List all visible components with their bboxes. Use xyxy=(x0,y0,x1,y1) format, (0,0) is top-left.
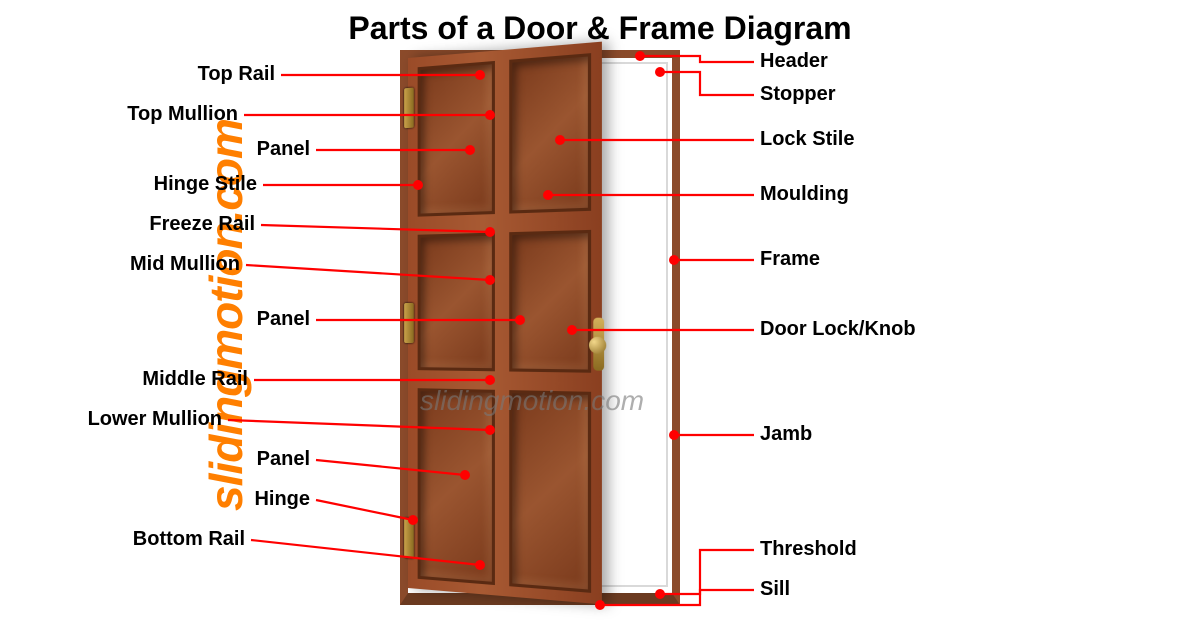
callout-label-door-lock: Door Lock/Knob xyxy=(760,318,916,341)
callout-label-threshold: Threshold xyxy=(760,538,857,561)
door-panel xyxy=(509,390,591,592)
callout-label-stopper: Stopper xyxy=(760,83,836,106)
callout-label-panel-3: Panel xyxy=(257,448,310,471)
callout-label-frame: Frame xyxy=(760,248,820,271)
door-slab xyxy=(408,42,602,605)
door-panel xyxy=(418,233,495,372)
callout-label-lock-stile: Lock Stile xyxy=(760,128,854,151)
door-panel xyxy=(418,389,495,585)
callout-label-top-rail: Top Rail xyxy=(198,63,275,86)
hinge-top xyxy=(404,88,414,129)
door-stage xyxy=(400,50,680,620)
callout-label-panel-2: Panel xyxy=(257,308,310,331)
door-panel xyxy=(509,53,591,213)
hinge-mid xyxy=(404,303,414,343)
callout-label-moulding: Moulding xyxy=(760,183,849,206)
door-knob xyxy=(591,318,608,371)
callout-label-header: Header xyxy=(760,50,828,73)
door-panel xyxy=(418,61,495,217)
callout-label-bottom-rail: Bottom Rail xyxy=(133,528,245,551)
door-panel xyxy=(509,230,591,373)
callout-label-jamb: Jamb xyxy=(760,423,812,446)
knob-ball xyxy=(589,337,606,354)
callout-label-sill: Sill xyxy=(760,578,790,601)
door-panel-grid xyxy=(418,53,591,593)
hinge-bottom xyxy=(404,518,414,559)
brand-vertical-text: slidingmotion.com xyxy=(199,119,253,511)
callout-label-hinge: Hinge xyxy=(254,488,310,511)
callout-label-panel-1: Panel xyxy=(257,138,310,161)
